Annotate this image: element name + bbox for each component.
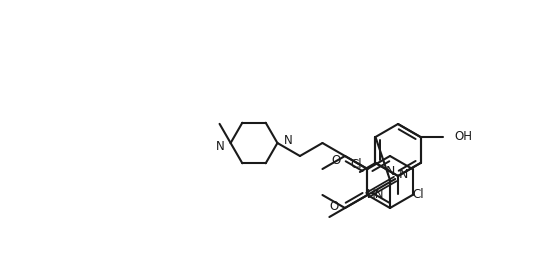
Text: Cl: Cl	[412, 187, 424, 201]
Text: OH: OH	[455, 130, 473, 144]
Text: O: O	[330, 199, 339, 213]
Text: HN: HN	[367, 187, 385, 201]
Text: N: N	[283, 135, 292, 147]
Text: N: N	[385, 165, 395, 178]
Text: Cl: Cl	[350, 158, 362, 172]
Text: O: O	[332, 153, 341, 167]
Text: N: N	[399, 169, 409, 181]
Text: N: N	[216, 141, 224, 153]
